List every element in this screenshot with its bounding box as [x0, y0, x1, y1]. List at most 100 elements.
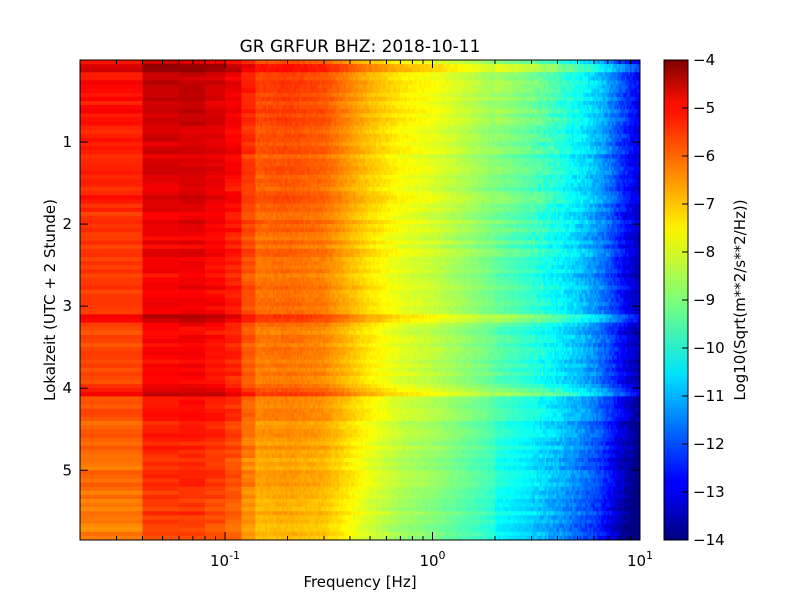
- spectrogram-cell: [179, 142, 206, 147]
- spectrogram-cell: [205, 85, 226, 90]
- spectrogram-cell: [205, 93, 226, 98]
- spectrogram-cell: [179, 68, 206, 73]
- spectrogram-cell: [241, 105, 255, 110]
- spectrogram-cell: [225, 85, 242, 90]
- spectrogram-cell: [80, 138, 143, 143]
- spectrogram-cell: [241, 130, 255, 135]
- spectrogram-cell: [205, 64, 226, 69]
- spectrogram-cell: [225, 134, 242, 139]
- spectrogram-cell: [80, 60, 143, 65]
- spectrogram-cell: [225, 117, 242, 122]
- spectrogram-cell: [205, 117, 226, 122]
- spectrogram-cell: [179, 81, 206, 86]
- spectrogram-cell: [241, 117, 255, 122]
- spectrogram-cell: [179, 89, 206, 94]
- spectrogram-cell: [205, 72, 226, 77]
- spectrogram-cell: [80, 85, 143, 90]
- spectrogram-cell: [241, 142, 255, 147]
- spectrogram-cell: [241, 76, 255, 81]
- spectrogram-cell: [205, 138, 226, 143]
- spectrogram-cell: [142, 126, 179, 131]
- spectrogram-cell: [225, 93, 242, 98]
- spectrogram-cell: [80, 130, 143, 135]
- spectrogram-cell: [241, 97, 255, 102]
- spectrogram-cell: [225, 72, 242, 77]
- spectrogram-cell: [142, 142, 179, 147]
- spectrogram-cell: [225, 89, 242, 94]
- spectrogram-cell: [241, 72, 255, 77]
- spectrogram-cell: [205, 76, 226, 81]
- spectrogram-cell: [80, 105, 143, 110]
- spectrogram-cell: [241, 81, 255, 86]
- spectrogram-cell: [142, 81, 179, 86]
- spectrogram-cell: [205, 113, 226, 118]
- spectrogram-cell: [205, 101, 226, 106]
- spectrogram-cell: [225, 130, 242, 135]
- spectrogram-cell: [142, 72, 179, 77]
- spectrogram-cell: [80, 134, 143, 139]
- spectrogram-cell: [225, 138, 242, 143]
- spectrogram-cell: [205, 122, 226, 127]
- spectrogram-cell: [225, 64, 242, 69]
- spectrogram-cells: [80, 60, 641, 541]
- spectrogram-cell: [241, 109, 255, 114]
- spectrogram-cell: [179, 93, 206, 98]
- spectrogram-cell: [205, 97, 226, 102]
- spectrogram-cell: [179, 97, 206, 102]
- spectrogram-cell: [80, 68, 143, 73]
- spectrogram-cell: [179, 85, 206, 90]
- spectrogram-cell: [225, 126, 242, 131]
- spectrogram-cell: [225, 122, 242, 127]
- spectrogram-cell: [142, 89, 179, 94]
- spectrogram-cell: [179, 105, 206, 110]
- spectrogram-cell: [142, 138, 179, 143]
- spectrogram-cell: [179, 117, 206, 122]
- spectrogram-cell: [80, 101, 143, 106]
- spectrogram-cell: [179, 60, 206, 65]
- spectrogram-cell: [80, 76, 143, 81]
- spectrogram-cell: [179, 134, 206, 139]
- spectrogram-cell: [205, 142, 226, 147]
- spectrogram-cell: [80, 113, 143, 118]
- spectrogram-cell: [225, 81, 242, 86]
- spectrogram-cell: [225, 60, 242, 65]
- spectrogram-cell: [241, 85, 255, 90]
- spectrogram-cell: [179, 76, 206, 81]
- spectrogram-cell: [80, 117, 143, 122]
- spectrogram-cell: [142, 105, 179, 110]
- spectrogram-cell: [225, 109, 242, 114]
- spectrogram-cell: [142, 122, 179, 127]
- spectrogram-cell: [225, 105, 242, 110]
- spectrogram-cell: [179, 109, 206, 114]
- spectrogram-cell: [142, 134, 179, 139]
- spectrogram-cell: [225, 142, 242, 147]
- spectrogram-cell: [179, 130, 206, 135]
- spectrogram-cell: [205, 105, 226, 110]
- spectrogram-cell: [80, 97, 143, 102]
- spectrogram-cell: [179, 72, 206, 77]
- spectrogram-cell: [179, 101, 206, 106]
- spectrogram-cell: [80, 72, 143, 77]
- spectrogram-cell: [80, 93, 143, 98]
- spectrogram-cell: [80, 89, 143, 94]
- spectrogram-cell: [80, 122, 143, 127]
- spectrogram-cell: [80, 109, 143, 114]
- spectrogram-cell: [225, 113, 242, 118]
- spectrogram-cell: [205, 134, 226, 139]
- spectrogram-cell: [205, 109, 226, 114]
- spectrogram-cell: [179, 64, 206, 69]
- spectrogram-cell: [142, 130, 179, 135]
- spectrogram-cell: [225, 97, 242, 102]
- spectrogram-cell: [179, 138, 206, 143]
- chart-title: GR GRFUR BHZ: 2018-10-11: [240, 37, 481, 57]
- spectrogram-cell: [142, 68, 179, 73]
- spectrogram-cell: [205, 130, 226, 135]
- spectrogram-cell: [80, 126, 143, 131]
- spectrogram-cell: [241, 113, 255, 118]
- spectrogram-cell: [241, 89, 255, 94]
- spectrogram-cell: [241, 122, 255, 127]
- spectrogram-cell: [80, 64, 143, 69]
- spectrogram-cell: [179, 122, 206, 127]
